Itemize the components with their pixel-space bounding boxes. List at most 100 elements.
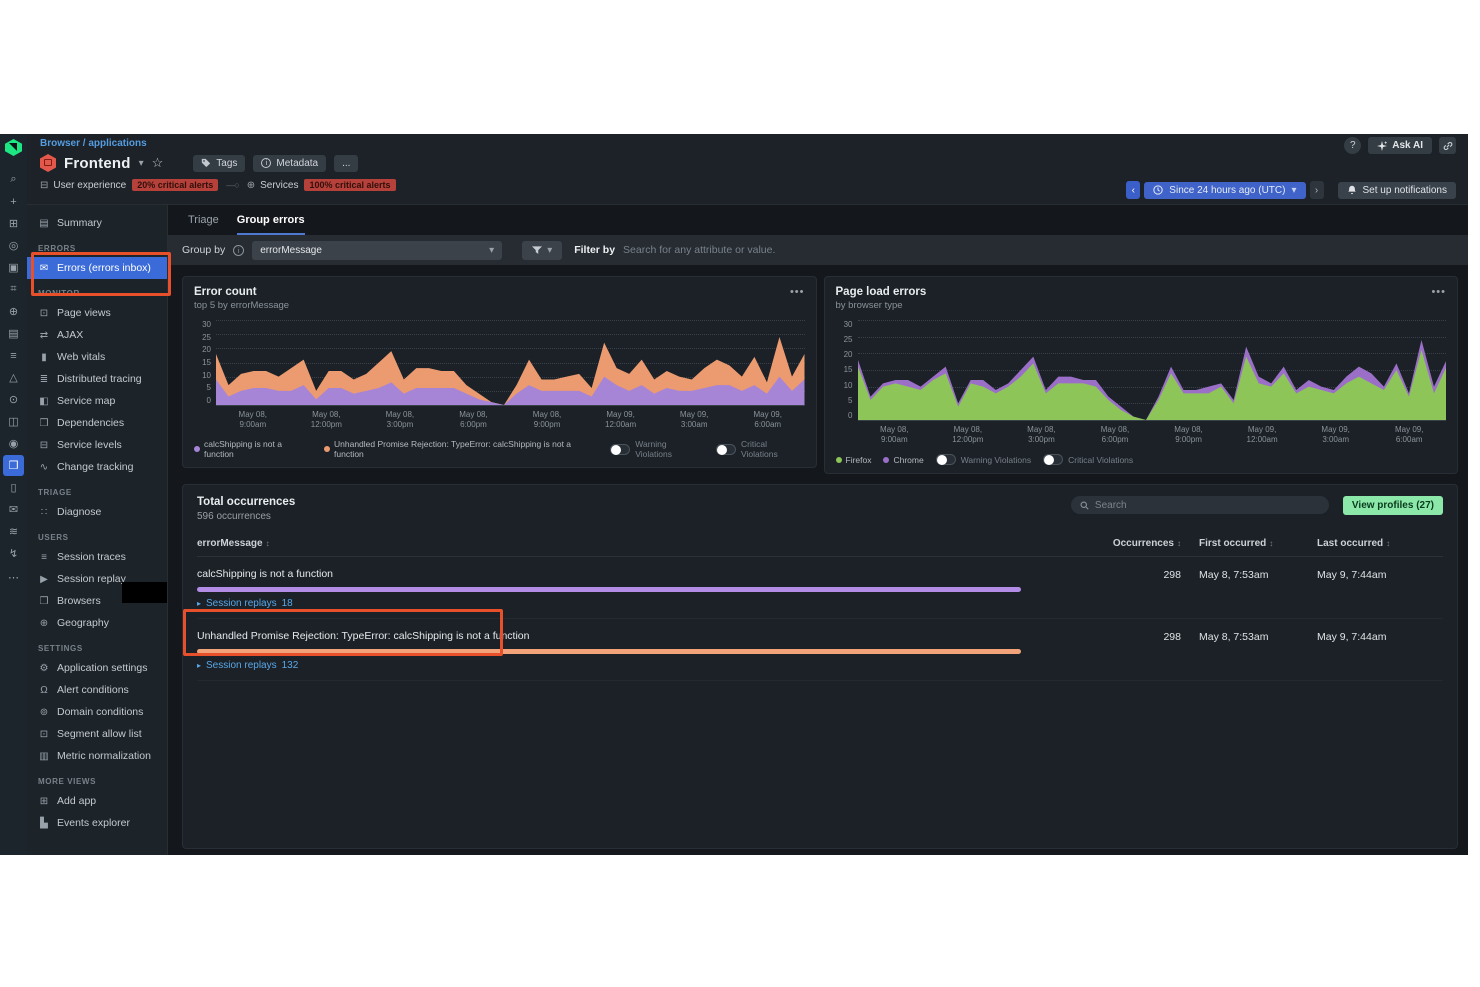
sidebar-item-session-traces[interactable]: ≡ Session traces [27,546,167,568]
entity-explorer-icon[interactable]: ◎ [8,240,19,252]
legend-toggle-warning-violations[interactable]: Warning Violations [935,454,1031,465]
column-first-occurred[interactable]: First occurred ↕ [1199,538,1274,549]
legend-toggle-critical-violations[interactable]: Critical Violations [716,439,804,459]
experiment-icon[interactable]: △ [9,372,18,384]
time-prev-button[interactable]: ‹ [1126,181,1141,199]
mobile-icon[interactable]: ▯ [10,482,17,494]
session-replays-link[interactable]: ▸ Session replays 18 [197,598,1103,609]
help-button[interactable]: ? [1344,137,1362,154]
time-next-button[interactable]: › [1309,181,1324,199]
workloads-icon[interactable]: ◫ [8,416,19,428]
error-message-text[interactable]: calcShipping is not a function [197,568,334,580]
table-row[interactable]: Unhandled Promise Rejection: TypeError: … [197,619,1443,681]
new-relic-logo-icon[interactable] [5,139,22,156]
sidebar-item-ajax[interactable]: ⇄ AJAX [27,324,167,346]
sidebar-item-events-explorer[interactable]: ▙ Events explorer [27,812,167,834]
metadata-button[interactable]: i Metadata [253,154,327,172]
logs-icon[interactable]: ≡ [10,349,17,362]
permalink-icon[interactable] [1439,137,1456,154]
sidebar-item-errors-errors-inbox[interactable]: ✉ Errors (errors inbox) [27,257,167,279]
column-last-occurred[interactable]: Last occurred ↕ [1317,538,1391,549]
session-replays-count: 18 [281,598,293,609]
table-row[interactable]: calcShipping is not a function ▸ Session r… [197,557,1443,619]
x-tick-label: May 08, 9:00pm [532,410,562,429]
dashboards-icon[interactable]: ▣ [8,262,19,274]
tab-triage[interactable]: Triage [188,214,219,226]
table-search[interactable] [1070,496,1329,514]
legend-item[interactable]: Chrome [883,455,924,465]
tab-group-errors[interactable]: Group errors [236,214,305,235]
legend-item[interactable]: Firefox [835,455,871,465]
toggle-switch-icon[interactable] [1043,454,1064,465]
services-alert-badge[interactable]: 100% critical alerts [304,179,396,191]
legend-toggle-critical-violations[interactable]: Critical Violations [1043,454,1133,465]
group-by-info-icon[interactable]: i [233,244,245,256]
time-picker-button[interactable]: Since 24 hours ago (UTC) ▾ [1144,181,1306,199]
sidebar-item-session-replay[interactable]: ▶ Session replay [27,568,167,590]
legend-item[interactable]: Unhandled Promise Rejection: TypeError: … [324,439,598,459]
tags-button[interactable]: Tags [193,154,246,172]
column-error-message[interactable]: errorMessage ↕ [197,538,270,549]
sidebar-item-metric-normalization[interactable]: ▥ Metric normalization [27,745,167,767]
column-occurrences[interactable]: Occurrences ↕ [1112,538,1181,549]
rail-more-icon[interactable]: ⋯ [8,572,19,584]
toggle-switch-icon[interactable] [610,443,631,455]
sidebar-item-domain-conditions[interactable]: ⊚ Domain conditions [27,701,167,723]
set-up-notifications-button[interactable]: Set up notifications [1337,181,1456,199]
toggle-switch-icon[interactable] [935,454,956,465]
legend-toggle-warning-violations[interactable]: Warning Violations [610,439,704,459]
sidebar-item-summary[interactable]: ▤ Summary [27,212,167,234]
layers-icon[interactable]: ≋ [8,526,19,538]
sidebar-item-label: AJAX [57,329,84,341]
automation-icon[interactable]: ↯ [8,548,19,560]
session-replays-link[interactable]: ▸ Session replays 132 [197,660,1103,671]
sidebar-item-browsers[interactable]: ❒ Browsers [27,590,167,612]
error-message-text[interactable]: Unhandled Promise Rejection: TypeError: … [197,630,530,642]
sidebar-item-diagnose[interactable]: ∷ Diagnose [27,501,167,523]
sidebar-item-alert-conditions[interactable]: Ω Alert conditions [27,679,167,701]
sidebar-item-segment-allow-list[interactable]: ⊡ Segment allow list [27,723,167,745]
search-input[interactable] [1094,499,1320,511]
favorite-star-icon[interactable]: ☆ [151,155,164,170]
inbox-icon[interactable]: ✉ [8,504,19,516]
sidebar-item-application-settings[interactable]: ⚙ Application settings [27,657,167,679]
globe-icon[interactable]: ⊕ [8,306,19,318]
bell-icon [1347,185,1356,194]
browser-monitoring-icon[interactable]: ❒ [3,455,24,476]
sidebar-item-geography[interactable]: ⊕ Geography [27,612,167,634]
alerts-icon[interactable]: ⊙ [8,394,19,406]
user-experience-alert-badge[interactable]: 20% critical alerts [132,179,219,191]
view-profiles-button[interactable]: View profiles (27) [1342,496,1443,515]
sidebar-item-add-app[interactable]: ⊞ Add app [27,790,167,812]
app-switcher-chevron-icon[interactable]: ▾ [138,157,144,169]
toggle-switch-icon[interactable] [716,443,737,455]
sidebar-item-dependencies[interactable]: ❒ Dependencies [27,412,167,434]
group-by-select[interactable]: errorMessage ▾ [252,240,503,260]
apps-grid-icon[interactable]: ⊞ [8,218,19,230]
targets-icon[interactable]: ◉ [8,438,19,450]
filter-search-input[interactable]: Search for any attribute or value. [623,244,776,256]
filter-funnel-button[interactable]: ▾ [522,240,563,260]
sidebar-item-service-map[interactable]: ◧ Service map [27,390,167,412]
service-map-icon: ◧ [39,395,49,407]
chart-plot-area[interactable] [216,320,805,406]
header-more-button[interactable]: ... [334,154,359,172]
sidebar-item-distributed-tracing[interactable]: ≣ Distributed tracing [27,368,167,390]
search-icon[interactable]: ⌕ [10,173,17,185]
ask-ai-button[interactable]: Ask AI [1368,137,1432,154]
query-console-icon[interactable]: ⌗ [10,283,17,295]
breadcrumb[interactable]: Browser / applications [40,138,147,149]
sidebar-item-page-views[interactable]: ⊡ Page views [27,302,167,324]
chart-menu-icon[interactable]: ••• [789,286,805,298]
plus-icon[interactable]: + [10,195,17,208]
chart-menu-icon[interactable]: ••• [1431,286,1446,298]
page-title: Frontend [64,154,131,172]
legend-dot [194,446,200,452]
chart-plot-area[interactable] [857,320,1446,421]
sidebar-item-web-vitals[interactable]: ▮ Web vitals [27,346,167,368]
sidebar-item-service-levels[interactable]: ⊟ Service levels [27,434,167,456]
legend-item[interactable]: calcShipping is not a function [194,439,312,459]
document-icon[interactable]: ▤ [8,328,19,340]
sidebar-item-change-tracking[interactable]: ∿ Change tracking [27,456,167,478]
gridline [857,353,1446,355]
